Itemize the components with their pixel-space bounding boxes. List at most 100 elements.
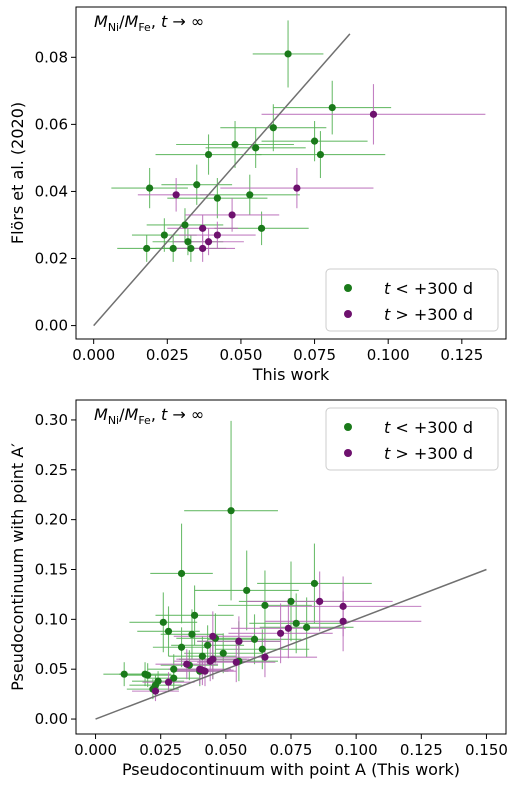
annotation-part: /: [119, 12, 125, 31]
y-axis-label: Flörs et al. (2020): [8, 102, 27, 244]
data-point-early: [310, 137, 319, 145]
legend-box: [325, 268, 499, 332]
y-tick-label: 0.00: [35, 710, 68, 728]
data-point-late: [199, 244, 207, 253]
annotation-part: M: [125, 12, 139, 31]
data-point-early: [246, 191, 254, 199]
x-tick-label: 0.100: [335, 741, 378, 759]
legend-label: t < +300 d: [384, 279, 473, 298]
legend-label-var: t: [384, 305, 391, 324]
data-point-late: [151, 687, 160, 695]
legend-label: t < +300 d: [384, 418, 473, 437]
data-point-late: [172, 191, 180, 199]
data-point-late: [199, 224, 207, 232]
chart-panel-1: 0.000 0.025 0.050 0.075 0.100 0.125 0.00 0.02 0.…: [8, 6, 507, 384]
annotation-part: M: [125, 405, 139, 424]
legend-label-text: < +300 d: [390, 418, 473, 437]
annotation-part: ,: [151, 405, 161, 424]
data-point-early: [227, 507, 235, 515]
data-point-late: [206, 657, 214, 665]
data-point-early: [184, 238, 192, 246]
legend-marker: [344, 310, 352, 318]
legend-marker: [344, 449, 352, 457]
annotation-part: ,: [151, 12, 161, 31]
annotation-subscript: Fe: [138, 414, 151, 427]
data-point-late: [183, 660, 191, 668]
data-point-early: [190, 611, 199, 619]
data-point-late: [204, 238, 213, 246]
annotation-part: → ∞: [167, 405, 204, 424]
data-point-early: [292, 619, 300, 627]
legend-marker: [344, 284, 352, 292]
data-point-early: [252, 144, 260, 152]
data-point-late: [213, 231, 221, 239]
data-point-early: [316, 150, 325, 159]
data-point-early: [169, 244, 177, 253]
data-point-late: [164, 678, 173, 686]
data-point-early: [181, 221, 189, 229]
y-tick-label: 0.06: [35, 115, 68, 133]
data-point-early: [170, 674, 178, 682]
y-tick-label: 0.00: [35, 317, 68, 335]
y-tick-label: 0.08: [35, 48, 68, 66]
y-tick-label: 0.25: [35, 461, 68, 479]
data-point-early: [146, 184, 154, 192]
legend-label-text: > +300 d: [390, 305, 473, 324]
data-point-late: [228, 211, 236, 219]
data-point-early: [257, 224, 266, 232]
data-point-early: [143, 244, 151, 253]
data-point-late: [276, 629, 285, 637]
annotation-part: t: [161, 12, 168, 31]
data-point-late: [339, 617, 347, 625]
x-tick-label: 0.150: [465, 741, 508, 759]
annotation-subscript: Ni: [108, 21, 119, 34]
y-tick-label: 0.20: [35, 511, 68, 529]
annotation-part: /: [119, 405, 125, 424]
data-point-late: [284, 624, 292, 632]
y-tick-label: 0.10: [35, 610, 68, 628]
legend-label-text: > +300 d: [390, 444, 473, 463]
y-axis-label: Pseudocontinuum with point A′: [8, 443, 27, 691]
x-tick-label: 0.025: [146, 346, 189, 364]
data-point-late: [232, 658, 240, 666]
ratio-annotation: MNi/MFe, t → ∞: [94, 12, 204, 34]
y-tick-label: 0.05: [35, 660, 68, 678]
annotation-part: M: [94, 405, 108, 424]
data-point-late: [235, 637, 243, 645]
x-tick-label: 0.050: [204, 741, 247, 759]
data-point-early: [328, 104, 336, 112]
data-point-early: [287, 597, 295, 605]
legend-marker: [344, 423, 352, 431]
data-point-late: [339, 602, 347, 610]
data-point-early: [159, 618, 167, 626]
ratio-annotation: MNi/MFe, t → ∞: [94, 405, 204, 427]
data-point-early: [250, 635, 259, 643]
data-point-late: [369, 110, 378, 118]
x-axis-label: This work: [252, 365, 330, 384]
data-point-late: [201, 667, 209, 675]
data-point-early: [284, 50, 292, 58]
y-tick-label: 0.15: [35, 560, 68, 578]
data-point-early: [170, 665, 178, 673]
one-to-one-line: [95, 568, 487, 720]
data-point-early: [261, 601, 269, 609]
data-point-early: [231, 140, 239, 149]
x-tick-label: 0.075: [293, 346, 336, 364]
data-point-late: [261, 653, 269, 661]
legend-label-var: t: [384, 279, 391, 298]
x-tick-label: 0.125: [400, 741, 443, 759]
annotation-part: M: [94, 12, 108, 31]
data-point-early: [144, 671, 152, 679]
data-point-early: [310, 579, 319, 588]
x-tick-label: 0.100: [367, 346, 410, 364]
data-point-early: [164, 627, 173, 635]
data-point-early: [177, 643, 186, 651]
annotation-part: t: [161, 405, 168, 424]
annotation-part: → ∞: [167, 12, 204, 31]
data-point-late: [209, 632, 217, 640]
x-tick-label: 0.000: [74, 741, 117, 759]
x-tick-label: 0.125: [440, 346, 483, 364]
annotation-subscript: Ni: [108, 414, 119, 427]
data-point-early: [188, 630, 196, 638]
